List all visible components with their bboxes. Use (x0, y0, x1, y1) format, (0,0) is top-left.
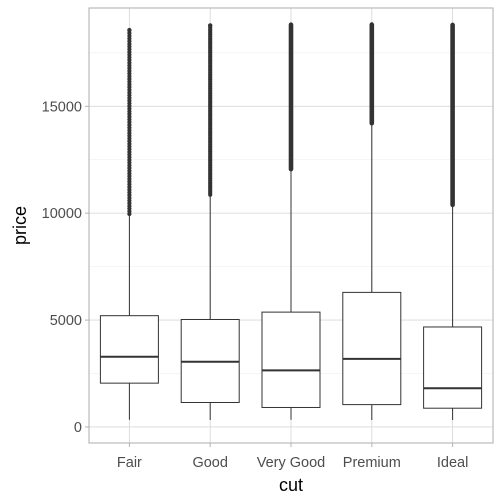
x-tick-label: Very Good (257, 455, 326, 471)
x-tick-label: Ideal (437, 455, 468, 471)
outlier-point (127, 27, 132, 33)
outliers (127, 27, 132, 217)
box-very-good (261, 22, 321, 420)
box-ideal (423, 22, 483, 420)
y-axis: 0 5000 10000 15000 (42, 99, 89, 436)
box-premium (342, 22, 402, 420)
box-series (99, 22, 483, 420)
outlier-point (208, 23, 213, 28)
box-fair (99, 27, 159, 420)
x-axis: Fair Good Very Good Premium Ideal (117, 443, 468, 471)
box-iqr (423, 326, 483, 409)
box-iqr (261, 311, 321, 408)
box-good (180, 23, 240, 420)
y-tick-label: 5000 (50, 313, 82, 329)
y-axis-title: price (10, 206, 30, 245)
y-tick-label: 15000 (42, 99, 82, 115)
box-iqr (99, 315, 159, 384)
x-axis-title: cut (279, 475, 303, 495)
x-tick-label: Good (192, 455, 227, 471)
y-tick-label: 0 (74, 420, 82, 436)
x-tick-label: Premium (343, 455, 401, 471)
y-tick-label: 10000 (42, 206, 82, 222)
box-iqr (342, 291, 402, 406)
outliers (208, 23, 213, 197)
x-tick-label: Fair (117, 455, 142, 471)
